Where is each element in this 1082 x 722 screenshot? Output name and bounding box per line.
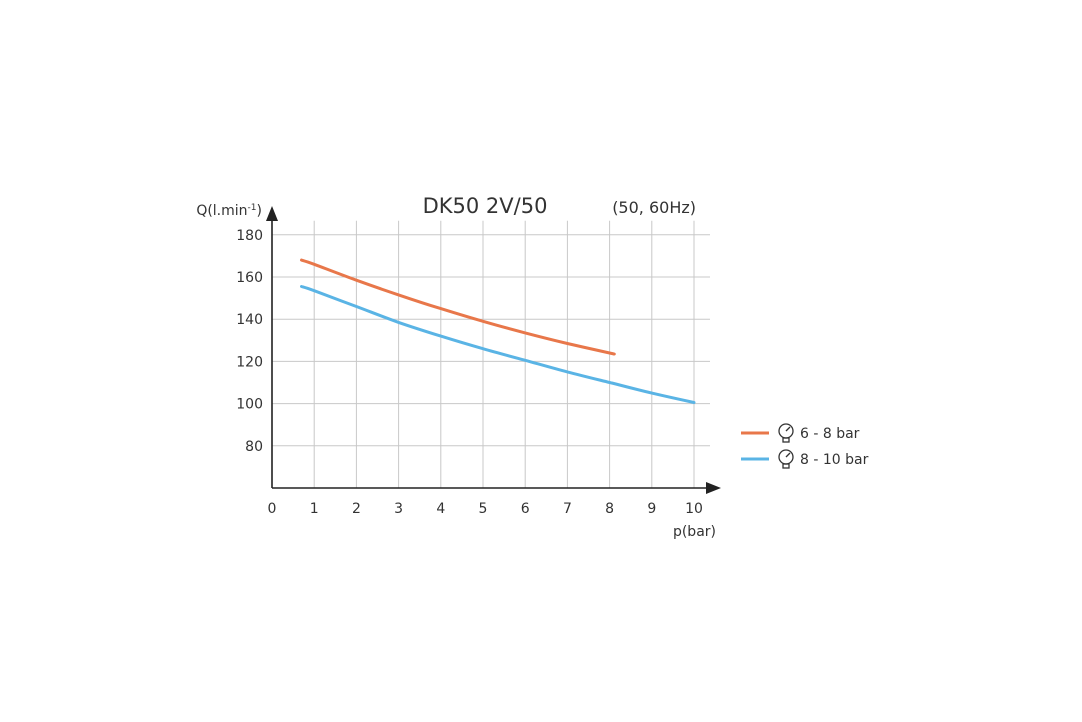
x-axis-label: p(bar) — [673, 524, 716, 540]
y-axis-arrow — [266, 206, 278, 221]
series-line-1 — [300, 258, 616, 356]
x-tick-label: 10 — [685, 501, 703, 517]
legend: 6 - 8 bar 8 - 10 bar — [741, 423, 869, 469]
y-tick-label: 160 — [236, 270, 263, 286]
chart-title: DK50 2V/50 — [423, 194, 548, 218]
pressure-gauge-icon — [778, 423, 794, 443]
pressure-gauge-icon — [778, 449, 794, 469]
x-tick-label: 5 — [479, 501, 488, 517]
legend-item: 8 - 10 bar — [741, 449, 869, 469]
x-tick-labels: 0 1 2 3 4 5 6 7 8 9 10 — [268, 501, 703, 517]
y-axis-label-sup: -1 — [248, 203, 257, 213]
x-tick-label: 6 — [521, 501, 530, 517]
legend-label: 8 - 10 bar — [800, 452, 869, 468]
chart-subtitle: (50, 60Hz) — [612, 198, 696, 217]
x-axis-arrow — [706, 482, 721, 494]
axes — [266, 206, 721, 494]
y-axis-label-main: Q(l.min — [196, 203, 247, 219]
x-tick-label: 1 — [310, 501, 319, 517]
y-tick-label: 100 — [236, 397, 263, 413]
y-tick-label: 140 — [236, 312, 263, 328]
x-tick-label: 3 — [394, 501, 403, 517]
x-tick-label: 2 — [352, 501, 361, 517]
y-tick-label: 120 — [236, 354, 263, 370]
y-tick-label: 80 — [245, 439, 263, 455]
x-tick-label: 8 — [605, 501, 614, 517]
y-axis-label-end: ) — [257, 203, 262, 219]
x-tick-label: 9 — [647, 501, 656, 517]
y-tick-label: 180 — [236, 228, 263, 244]
legend-item: 6 - 8 bar — [741, 423, 860, 443]
series-lines — [300, 258, 696, 404]
x-tick-label: 7 — [563, 501, 572, 517]
series-line-2 — [300, 285, 696, 404]
y-tick-labels: 80 100 120 140 160 180 — [236, 228, 263, 455]
legend-label: 6 - 8 bar — [800, 426, 860, 442]
grid-lines — [272, 220, 710, 488]
y-axis-label: Q(l.min-1) — [196, 203, 262, 219]
x-tick-label: 0 — [268, 501, 277, 517]
x-tick-label: 4 — [436, 501, 445, 517]
